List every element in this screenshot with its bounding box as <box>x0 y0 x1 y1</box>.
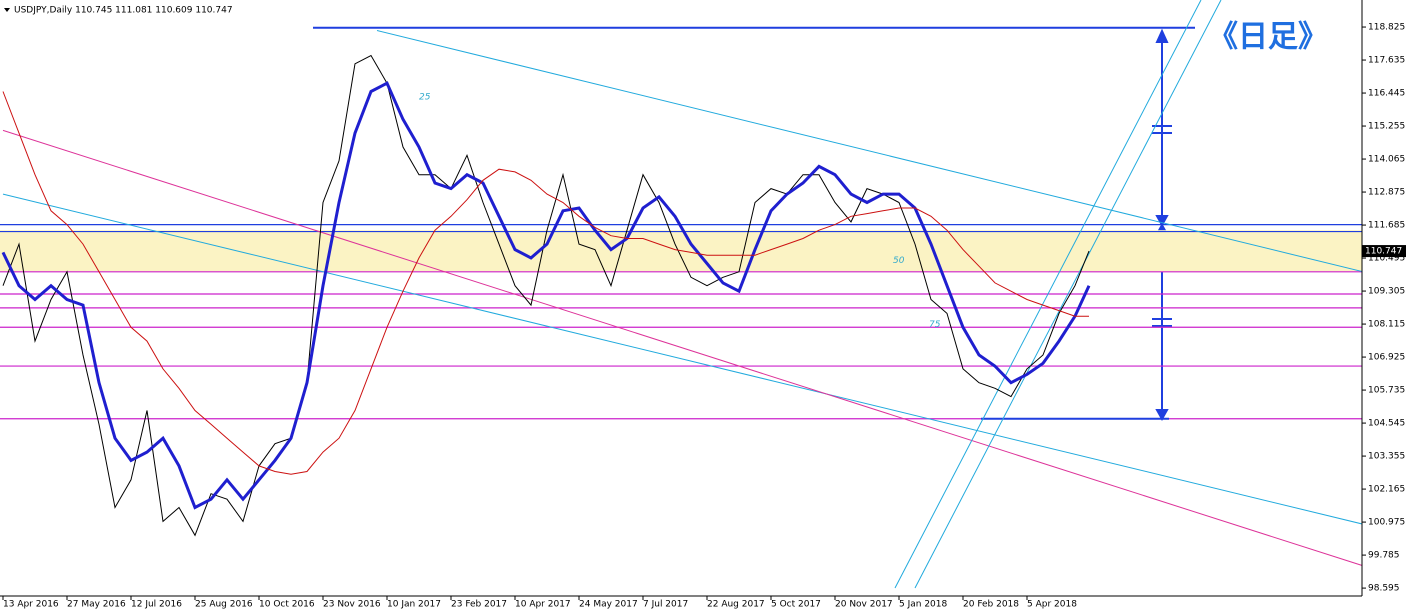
menu-icon <box>4 8 10 12</box>
series-line <box>2 54 1090 537</box>
x-tick-label: 22 Aug 2017 <box>707 600 765 610</box>
x-tick-label: 24 May 2017 <box>579 600 638 610</box>
y-tick-label: 98.595 <box>1368 584 1400 594</box>
y-tick-label: 105.735 <box>1368 386 1405 396</box>
x-tick-label: 10 Apr 2017 <box>515 600 571 610</box>
y-tick-label: 114.065 <box>1368 155 1405 165</box>
x-tick-label: 20 Nov 2017 <box>835 600 893 610</box>
y-tick-label: 109.305 <box>1368 287 1405 297</box>
fib-label: 75 <box>929 320 941 330</box>
x-tick-label: 5 Jan 2018 <box>899 600 947 610</box>
x-tick-label: 10 Oct 2016 <box>259 600 315 610</box>
x-tick-label: 27 May 2016 <box>67 600 126 610</box>
fib-label: 25 <box>419 93 431 103</box>
y-tick-label: 100.975 <box>1368 518 1405 528</box>
trend-line <box>2 129 1362 566</box>
y-tick-label: 115.255 <box>1368 122 1405 132</box>
y-tick-label: 104.545 <box>1368 419 1405 429</box>
y-tick-label: 99.785 <box>1368 551 1400 561</box>
last-price-label: 110.747 <box>1365 247 1402 257</box>
chart-title: USDJPY,Daily 110.745 111.081 110.609 110… <box>14 6 233 16</box>
series-line <box>2 91 1089 475</box>
x-tick-label: 10 Jan 2017 <box>387 600 441 610</box>
trend-line <box>376 30 1362 273</box>
y-tick-label: 110.495 <box>1368 254 1405 264</box>
y-tick-label: 111.685 <box>1368 221 1405 231</box>
y-tick-label: 102.165 <box>1368 485 1405 495</box>
x-tick-label: 5 Apr 2018 <box>1027 600 1077 610</box>
last-price-box <box>1362 245 1406 258</box>
y-tick-label: 103.355 <box>1368 452 1405 462</box>
y-tick-label: 118.825 <box>1368 23 1405 33</box>
trend-line <box>894 0 1202 589</box>
x-tick-label: 23 Feb 2017 <box>451 600 507 610</box>
x-tick-label: 25 Aug 2016 <box>195 600 253 610</box>
x-tick-label: 5 Oct 2017 <box>771 600 821 610</box>
x-tick-label: 13 Apr 2016 <box>3 600 59 610</box>
x-tick-label: 7 Jul 2017 <box>643 600 688 610</box>
fib-label: 50 <box>893 256 905 266</box>
y-tick-label: 108.115 <box>1368 320 1405 330</box>
y-tick-label: 112.875 <box>1368 188 1405 198</box>
trend-line <box>914 0 1222 589</box>
annotation: 《日足》 <box>1208 20 1328 55</box>
trend-line <box>2 193 1362 525</box>
x-tick-label: 23 Nov 2016 <box>323 600 381 610</box>
y-tick-label: 116.445 <box>1368 89 1405 99</box>
y-tick-label: 106.925 <box>1368 353 1405 363</box>
x-tick-label: 20 Feb 2018 <box>963 600 1019 610</box>
y-tick-label: 117.635 <box>1368 56 1405 66</box>
x-tick-label: 12 Jul 2016 <box>131 600 182 610</box>
series-line <box>1 81 1091 510</box>
